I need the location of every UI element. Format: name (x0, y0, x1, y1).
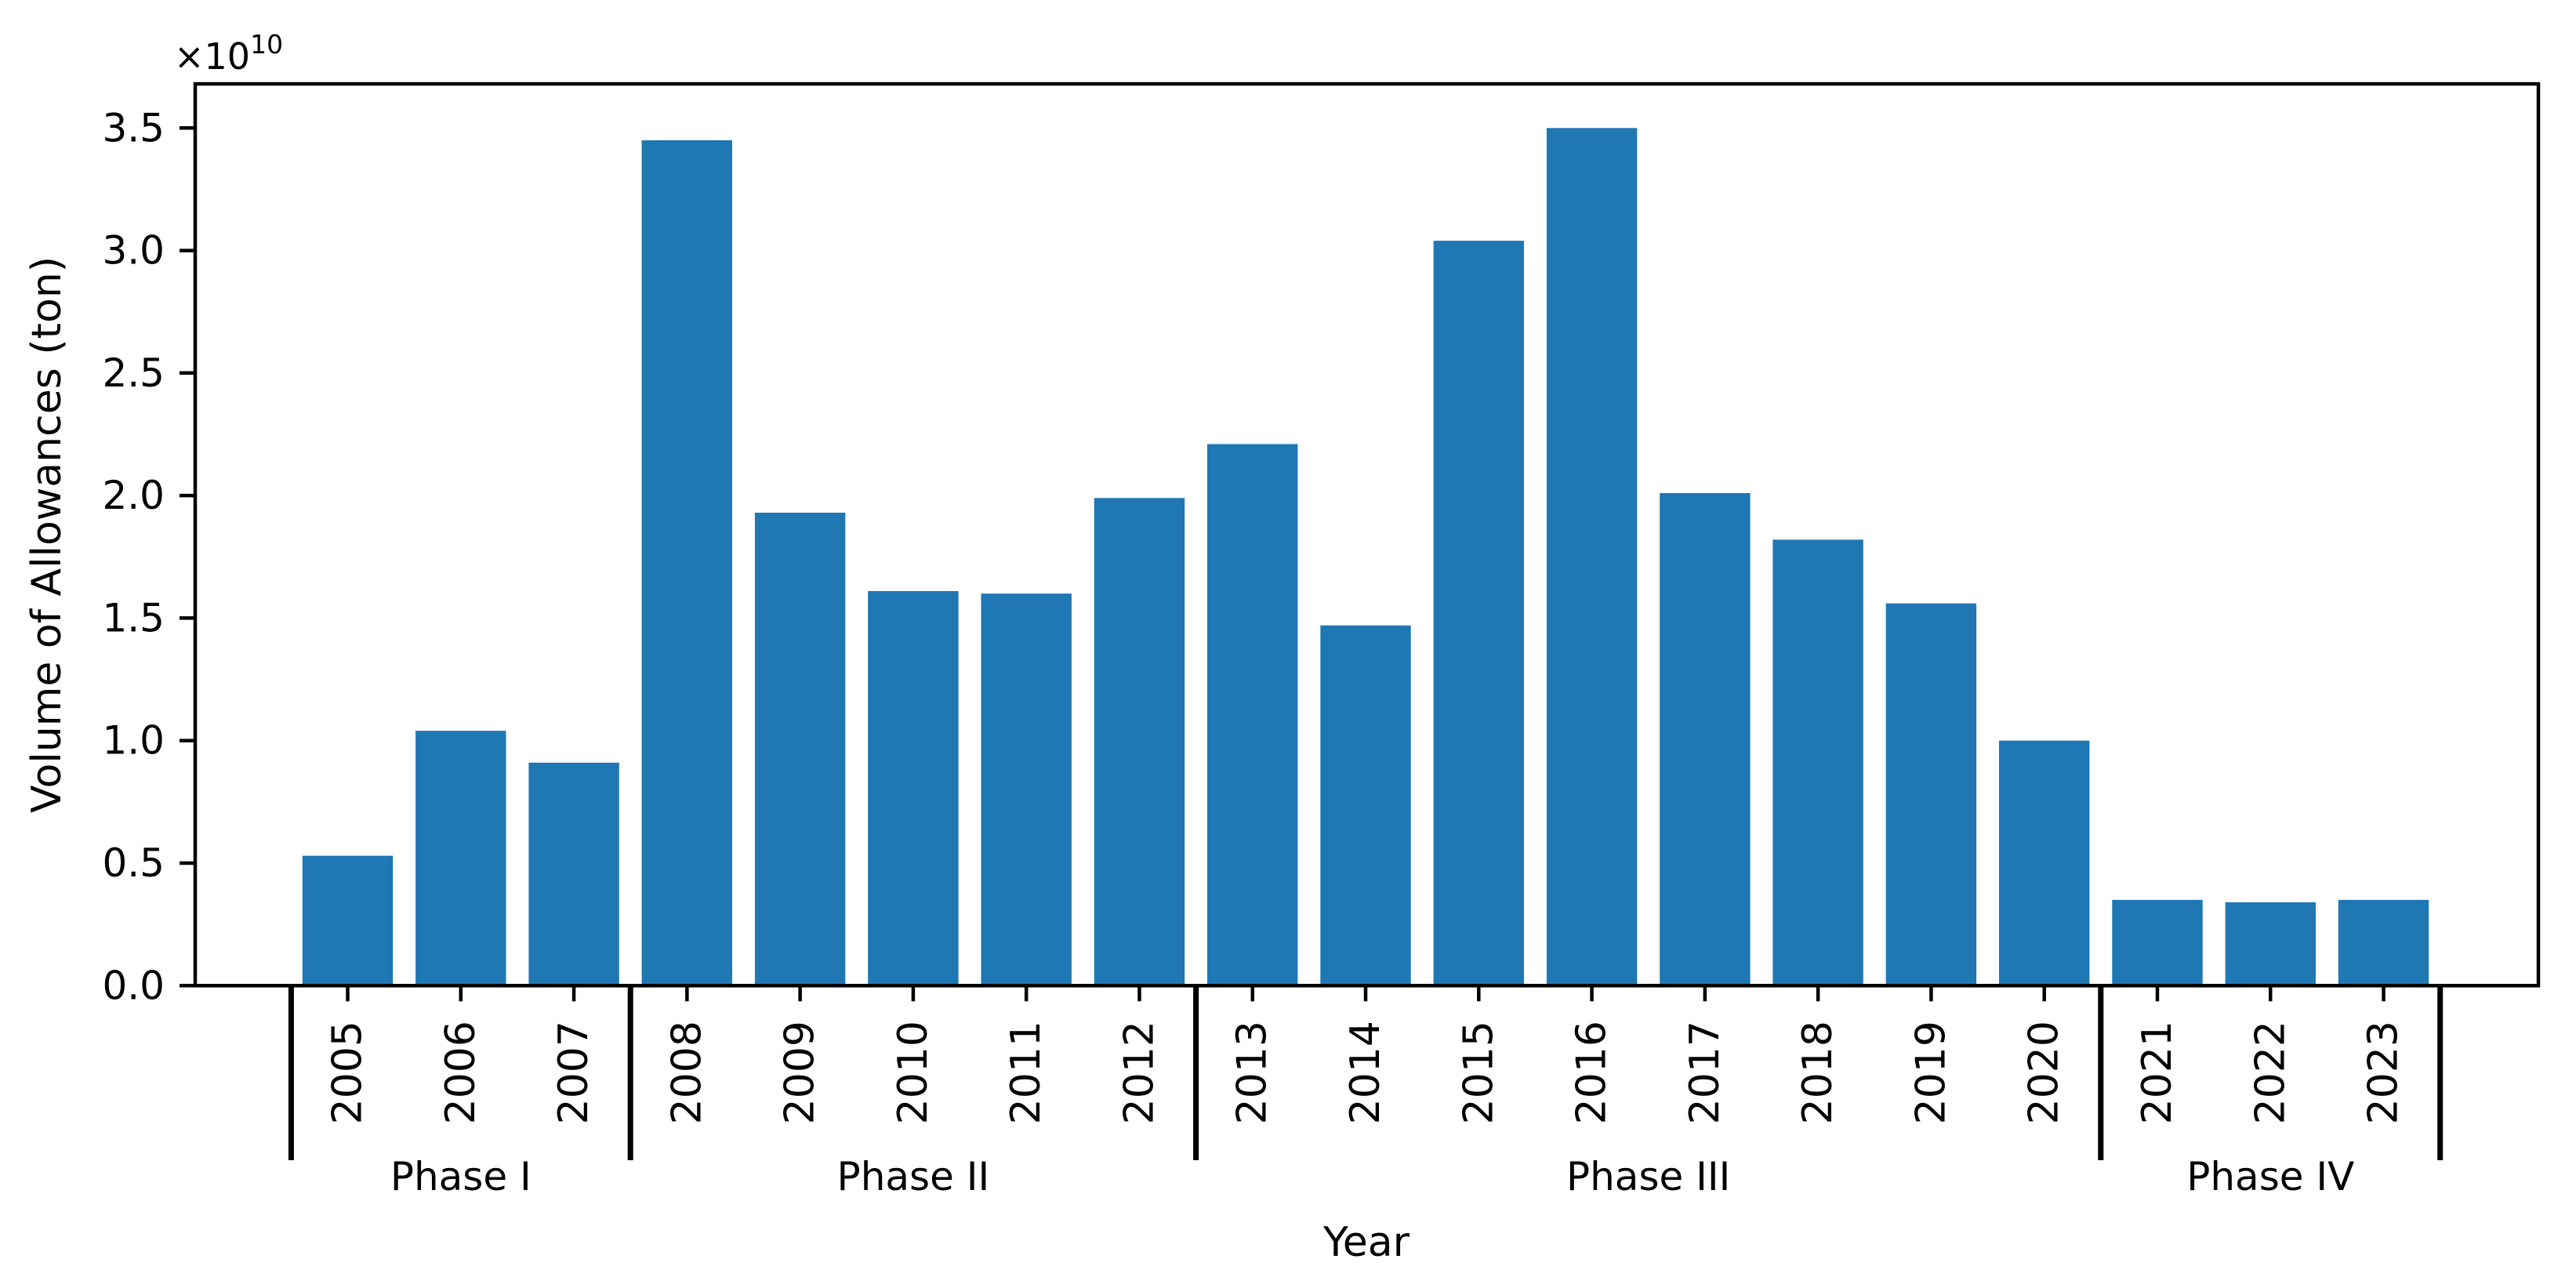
x-axis-label: Year (1322, 1219, 1410, 1266)
x-tick-label-2016: 2016 (1569, 1021, 1616, 1124)
phase-label-phase-i: Phase I (390, 1154, 532, 1199)
x-tick-label-2009: 2009 (777, 1021, 824, 1124)
bars-layer (302, 128, 2429, 986)
x-tick-label-2018: 2018 (1794, 1021, 1841, 1124)
y-tick-label-1: 1.0 (102, 718, 165, 764)
x-tick-label-2015: 2015 (1455, 1021, 1502, 1124)
x-tick-label-2006: 2006 (437, 1021, 484, 1124)
bar-2017 (1660, 493, 1751, 986)
bar-2012 (1094, 498, 1185, 986)
x-tick-label-2007: 2007 (550, 1021, 597, 1124)
axes-layer: 2005 2006 2007 2008 2009 2010 2011 2012 2013 2014… (102, 105, 2444, 1199)
phase-label-phase-iii: Phase III (1566, 1154, 1730, 1199)
x-tick-label-2014: 2014 (1342, 1021, 1389, 1124)
x-tick-label-2022: 2022 (2247, 1021, 2294, 1124)
x-tick-label-2019: 2019 (1907, 1021, 1954, 1124)
x-tick-label-2013: 2013 (1229, 1021, 1276, 1124)
offset-base: ×10 (174, 35, 250, 78)
x-tick-label-2010: 2010 (890, 1021, 937, 1124)
x-tick-label-2021: 2021 (2134, 1021, 2181, 1124)
bar-2007 (528, 762, 619, 986)
bar-2021 (2112, 899, 2203, 986)
y-axis-offset-text: ×1010 (174, 29, 283, 78)
y-tick-label-0: 0.0 (102, 963, 165, 1008)
x-tick-label-2023: 2023 (2360, 1021, 2407, 1124)
bar-2019 (1885, 603, 1977, 986)
y-tick-label-1.5: 1.5 (102, 595, 165, 640)
x-tick-label-2012: 2012 (1116, 1021, 1163, 1124)
bar-2014 (1320, 625, 1411, 986)
phase-label-phase-iv: Phase IV (2186, 1154, 2354, 1199)
x-tick-label-2020: 2020 (2021, 1021, 2068, 1124)
bar-2020 (1999, 740, 2090, 986)
x-tick-label-2017: 2017 (1682, 1021, 1729, 1124)
offset-exponent: 10 (250, 29, 283, 60)
y-axis-label: Volume of Allowances (ton) (24, 256, 71, 813)
phase-label-phase-ii: Phase II (837, 1154, 990, 1199)
bar-2016 (1546, 128, 1638, 986)
y-tick-label-3: 3.0 (102, 228, 165, 274)
y-tick-label-0.5: 0.5 (102, 840, 165, 886)
bar-2013 (1207, 444, 1298, 986)
bar-2009 (754, 513, 846, 986)
bar-2005 (302, 855, 394, 986)
bar-2011 (981, 593, 1072, 986)
bar-2010 (868, 591, 959, 986)
y-tick-label-2: 2.0 (102, 473, 165, 518)
bar-2022 (2225, 902, 2316, 986)
bar-2023 (2338, 899, 2429, 986)
x-tick-label-2008: 2008 (663, 1021, 710, 1124)
x-tick-label-2005: 2005 (325, 1021, 372, 1124)
x-tick-label-2011: 2011 (1003, 1021, 1050, 1124)
y-tick-label-2.5: 2.5 (102, 350, 165, 396)
bar-2008 (641, 140, 732, 986)
y-tick-label-3.5: 3.5 (102, 105, 165, 151)
bar-2006 (415, 731, 506, 986)
bar-2018 (1772, 539, 1863, 986)
bar-2015 (1433, 241, 1524, 986)
